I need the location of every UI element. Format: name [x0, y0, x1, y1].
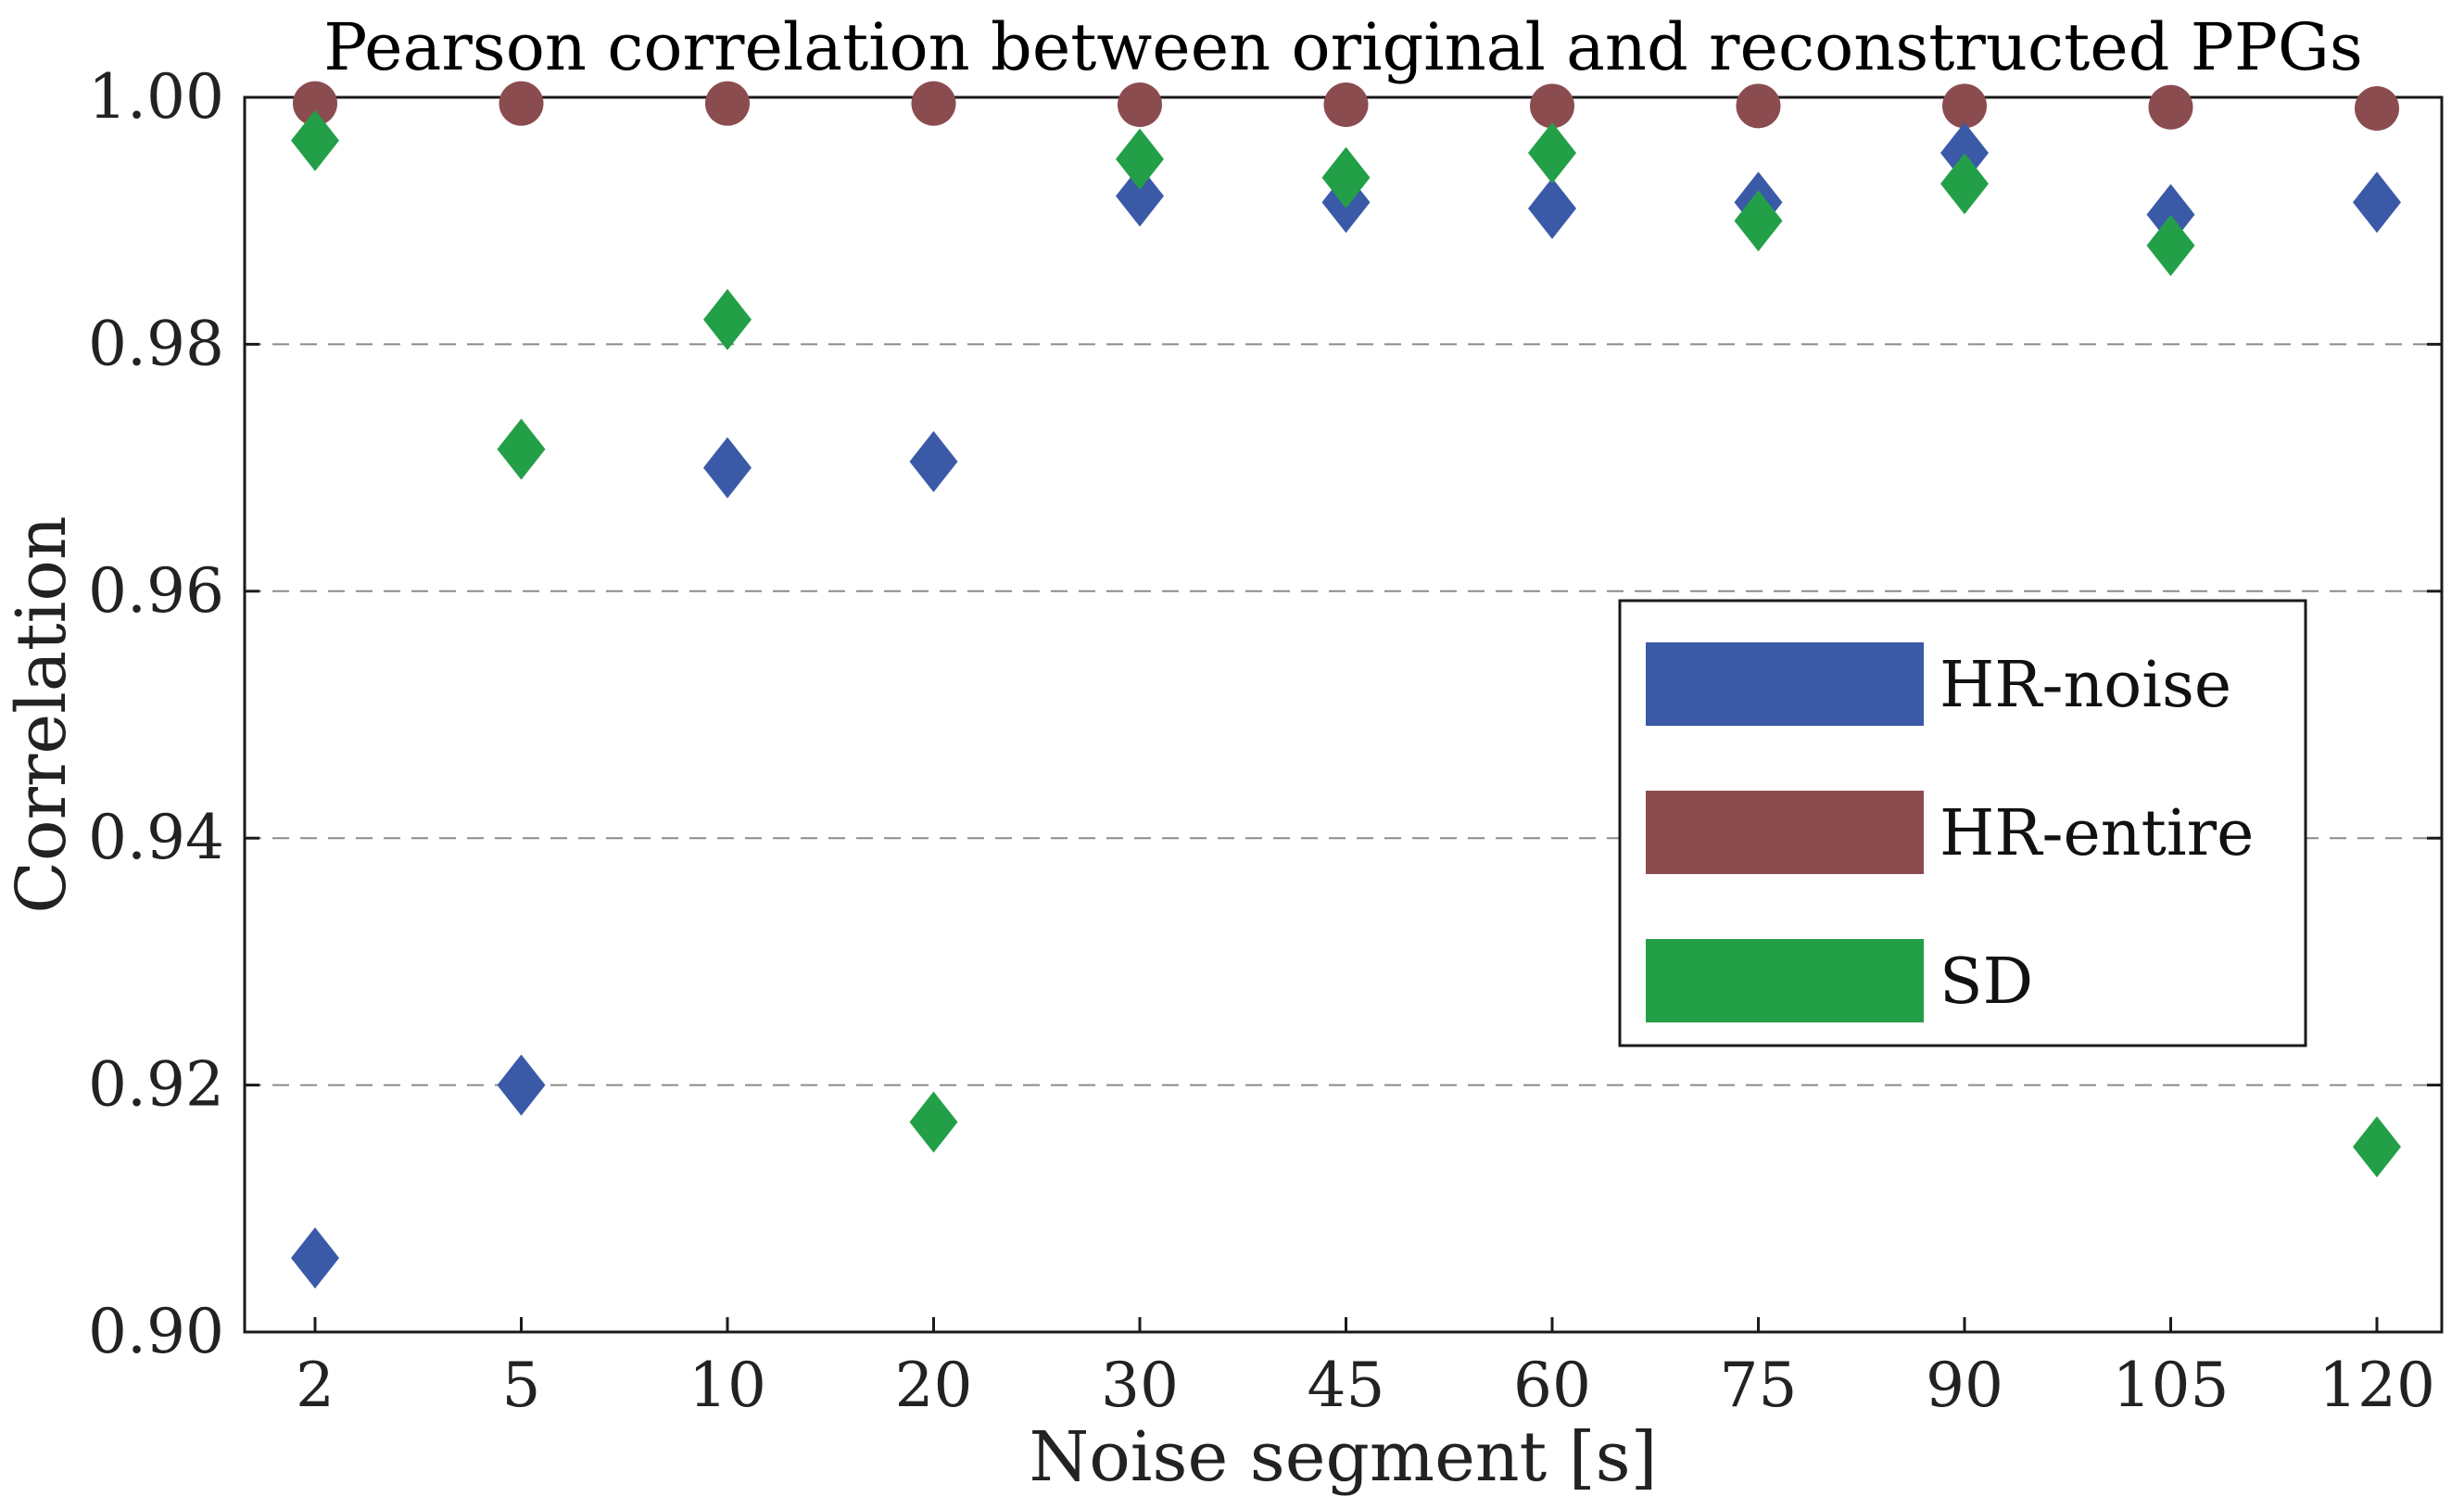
x-tick-label: 2	[296, 1350, 335, 1421]
x-axis: 2 5 10 20 30 45 60 75 90 105 120	[296, 97, 2435, 1421]
point-hr-entire-45	[1323, 82, 1369, 127]
y-tick-label: 0.96	[88, 555, 224, 627]
point-sd-2	[291, 109, 339, 171]
point-hr-entire-90	[1942, 83, 1987, 129]
point-hr-noise-120	[2353, 171, 2401, 234]
series-sd	[291, 109, 2401, 1178]
y-tick-label: 0.98	[88, 308, 224, 379]
point-sd-60	[1528, 121, 1576, 184]
point-sd-75	[1734, 190, 1783, 252]
x-tick-label: 60	[1513, 1350, 1591, 1421]
y-tick-label: 1.00	[88, 61, 224, 133]
x-tick-label: 75	[1720, 1350, 1798, 1421]
point-hr-entire-10	[705, 81, 750, 126]
grid-lines	[245, 343, 2442, 1086]
point-hr-noise-2	[291, 1227, 339, 1289]
x-tick-label: 30	[1101, 1350, 1179, 1421]
point-hr-noise-105	[2146, 184, 2195, 246]
chart-title: Pearson correlation between original and…	[323, 9, 2363, 85]
x-tick-label: 120	[2319, 1350, 2435, 1421]
legend-label-hr-noise: HR-noise	[1940, 649, 2231, 722]
point-hr-entire-60	[1530, 83, 1574, 129]
data-points	[291, 81, 2401, 1289]
legend-swatch-hr-entire	[1646, 791, 1924, 874]
point-sd-20	[909, 1091, 958, 1153]
x-tick-label: 45	[1308, 1350, 1385, 1421]
point-hr-noise-10	[703, 437, 752, 499]
point-sd-90	[1940, 153, 1989, 215]
point-hr-noise-60	[1528, 177, 1576, 239]
point-hr-noise-30	[1116, 165, 1164, 227]
y-axis: 0.90 0.92 0.94 0.96 0.98 1.00	[88, 61, 2442, 1367]
point-hr-entire-30	[1118, 82, 1162, 127]
point-hr-entire-2	[293, 81, 337, 126]
point-sd-30	[1116, 128, 1164, 190]
point-sd-120	[2353, 1116, 2401, 1178]
x-tick-label: 105	[2113, 1350, 2230, 1421]
legend-label-hr-entire: HR-entire	[1940, 797, 2254, 870]
x-tick-label: 90	[1926, 1350, 2003, 1421]
point-hr-entire-5	[499, 81, 544, 126]
y-tick-label: 0.94	[88, 802, 224, 873]
point-hr-entire-105	[2148, 84, 2193, 130]
point-sd-5	[497, 418, 546, 480]
legend-swatch-hr-noise	[1646, 642, 1924, 726]
legend-swatch-sd	[1646, 939, 1924, 1022]
y-tick-label: 0.92	[88, 1049, 224, 1121]
point-sd-45	[1321, 146, 1371, 209]
x-tick-label: 10	[689, 1350, 766, 1421]
x-axis-label: Noise segment [s]	[1030, 1417, 1658, 1497]
series-hr-entire	[293, 81, 2399, 131]
x-tick-label: 20	[895, 1350, 973, 1421]
point-hr-entire-20	[911, 81, 956, 126]
point-hr-entire-75	[1736, 83, 1781, 129]
y-axis-label: Correlation	[2, 515, 82, 913]
point-sd-10	[703, 288, 752, 350]
legend: HR-noise HR-entire SD	[1618, 599, 2307, 1047]
x-tick-label: 5	[502, 1350, 541, 1421]
y-tick-label: 0.90	[88, 1296, 224, 1367]
point-hr-noise-20	[909, 430, 958, 492]
legend-label-sd: SD	[1940, 945, 2033, 1019]
point-hr-noise-90	[1940, 121, 1989, 184]
point-hr-noise-5	[497, 1054, 546, 1116]
point-hr-entire-120	[2355, 85, 2399, 131]
point-sd-105	[2146, 214, 2195, 276]
